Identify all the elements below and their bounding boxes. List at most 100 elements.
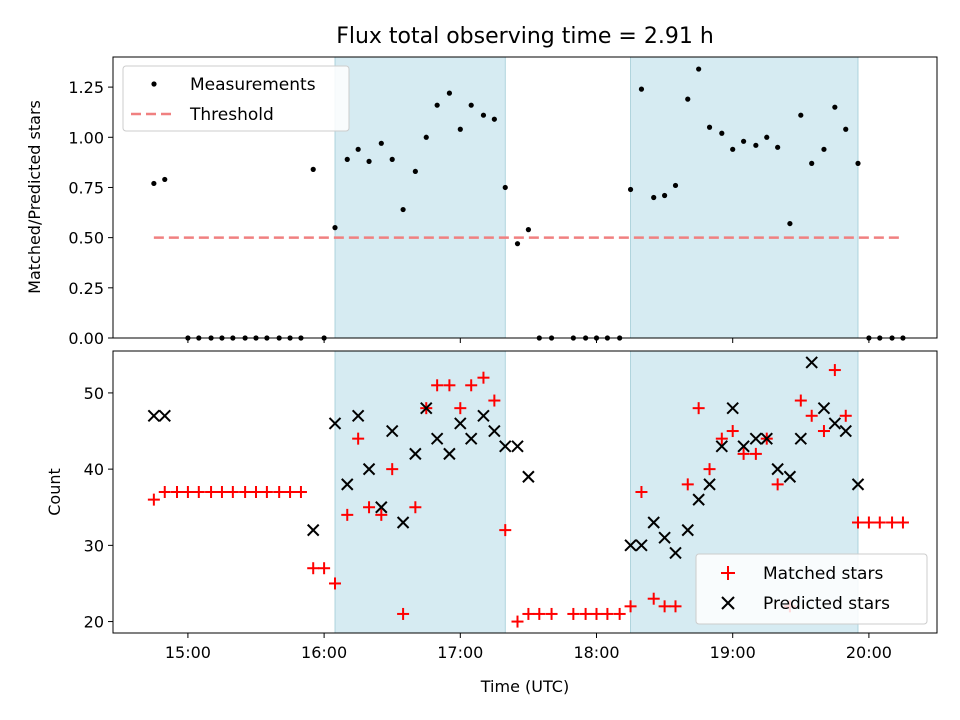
matched-star-point xyxy=(545,607,558,620)
matched-star-point xyxy=(409,501,422,514)
measurement-point xyxy=(332,225,338,231)
predicted-star-point xyxy=(692,493,705,506)
measurement-point xyxy=(775,144,781,150)
measurement-point xyxy=(514,241,521,247)
measurement-point xyxy=(412,168,418,175)
predicted-star-point xyxy=(511,440,524,453)
matched-star-point xyxy=(431,379,444,392)
bottom-axes-frame xyxy=(112,350,938,634)
measurement-point xyxy=(696,66,702,72)
matched-star-point xyxy=(862,516,875,529)
x-tick-label: 20:00 xyxy=(846,643,892,662)
measurement-point xyxy=(764,134,770,140)
predicted-star-point xyxy=(771,462,784,476)
matched-star-point xyxy=(260,486,273,498)
matched-star-point xyxy=(215,486,228,498)
predicted-star-point xyxy=(375,501,388,514)
matched-star-point xyxy=(329,577,342,590)
figure-title: Flux total observing time = 2.91 h xyxy=(336,24,714,49)
measurement-point xyxy=(787,220,793,227)
bottom-y-tick-label: 40 xyxy=(84,460,104,479)
matched-star-point xyxy=(239,486,252,498)
predicted-star-point xyxy=(681,523,694,537)
predicted-star-point xyxy=(158,409,171,422)
predicted-star-point xyxy=(783,470,797,483)
top-x-ticks xyxy=(187,338,870,343)
matched-star-point xyxy=(375,508,388,521)
matched-star-point xyxy=(669,600,682,613)
predicted-star-point xyxy=(443,447,456,461)
measurement-point xyxy=(662,192,668,199)
matched-star-point xyxy=(852,516,865,529)
measurement-point xyxy=(389,156,395,162)
legend-threshold-label: Threshold xyxy=(189,105,274,125)
measurement-point xyxy=(753,142,759,148)
top-panel: 0.00 0.25 0.50 0.75 1.00 1.25 Matched/Predict… xyxy=(25,56,938,348)
predicted-star-point xyxy=(420,401,433,415)
matched-star-point xyxy=(624,600,637,613)
matched-star-point xyxy=(794,394,807,407)
top-axes-frame xyxy=(112,56,938,339)
legend-measurements-marker xyxy=(151,81,157,87)
predicted-star-point xyxy=(669,546,682,560)
matched-star-point xyxy=(681,478,694,491)
predicted-star-point xyxy=(658,531,671,544)
predicted-star-point xyxy=(362,462,376,476)
predicted-star-point xyxy=(828,417,842,430)
measurement-point xyxy=(480,112,487,118)
bottom-y-tick-label: 30 xyxy=(84,536,104,555)
measurement-point xyxy=(355,146,361,152)
matched-star-point xyxy=(726,425,739,438)
bottom-y-tick-label: 50 xyxy=(84,384,104,403)
predicted-star-point xyxy=(624,539,637,552)
matched-star-point xyxy=(771,478,784,491)
matched-star-points xyxy=(147,364,909,628)
matched-star-point xyxy=(873,516,886,529)
matched-star-point xyxy=(352,432,365,445)
top-y-tick-label: 1.00 xyxy=(68,128,104,147)
x-tick-label: 16:00 xyxy=(301,643,347,662)
measurement-point xyxy=(638,86,645,92)
matched-star-point xyxy=(171,486,184,498)
matched-star-point xyxy=(533,607,546,620)
top-legend: Measurements Threshold xyxy=(122,65,350,132)
predicted-star-point xyxy=(396,516,410,529)
measurement-point xyxy=(434,102,440,108)
measurement-point xyxy=(310,166,316,172)
top-legend-box xyxy=(122,65,350,132)
measurement-point xyxy=(627,186,634,193)
legend-predicted-marker xyxy=(721,596,735,610)
measurement-point xyxy=(798,112,804,118)
matched-star-point xyxy=(273,486,286,498)
measurement-point xyxy=(457,126,463,132)
predicted-star-point xyxy=(499,440,512,453)
measurement-point xyxy=(672,182,679,189)
predicted-star-point xyxy=(715,440,729,453)
predicted-star-point xyxy=(851,478,865,491)
measurement-point xyxy=(809,160,815,166)
matched-star-point xyxy=(896,516,909,529)
matched-star-point xyxy=(499,524,512,537)
x-tick-label: 17:00 xyxy=(437,643,483,662)
measurement-point xyxy=(344,156,350,162)
bottom-legend: Matched stars Predicted stars xyxy=(695,553,928,625)
bottom-y-axis-label: Count xyxy=(45,468,64,516)
matched-star-point xyxy=(294,486,307,498)
x-tick-label: 19:00 xyxy=(710,643,756,662)
matched-star-point xyxy=(147,493,160,506)
predicted-star-point xyxy=(817,401,831,415)
predicted-star-point xyxy=(328,417,342,430)
measurement-point xyxy=(821,146,827,152)
predicted-star-point xyxy=(749,432,763,445)
matched-star-point xyxy=(307,562,320,575)
matched-star-point xyxy=(205,486,218,498)
matched-star-point xyxy=(692,402,705,415)
measurement-point xyxy=(685,96,691,102)
bottom-y-tick-label: 20 xyxy=(84,613,104,632)
predicted-star-point xyxy=(341,478,354,491)
measurement-point xyxy=(843,126,849,132)
matched-star-point xyxy=(590,607,603,620)
matched-star-point xyxy=(454,402,467,415)
